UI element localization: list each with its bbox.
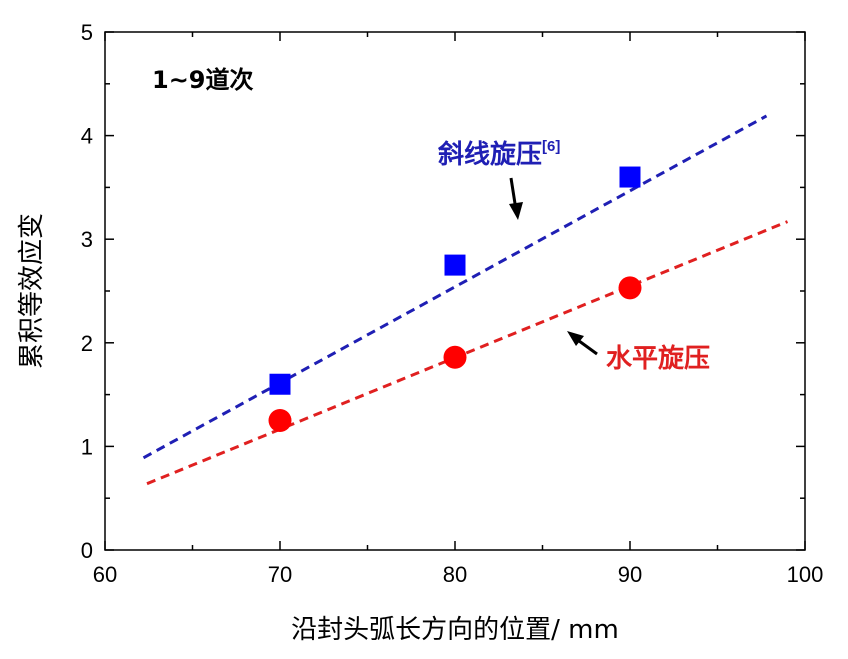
- x-axis-title: 沿封头弧长方向的位置/ mm: [291, 615, 619, 645]
- y-tick-label: 5: [81, 20, 93, 45]
- y-tick-label: 2: [81, 331, 93, 356]
- arrow-oblique: [509, 177, 523, 220]
- data-point-circle: [443, 345, 467, 369]
- arrow-horizontal: [567, 331, 598, 356]
- data-point-circle: [268, 409, 292, 432]
- tick-labels: 60 70 80 90 100 0 1 2 3 4 5: [81, 20, 824, 587]
- pass-range-label: 1~9道次: [152, 66, 254, 94]
- fit-line-series-1: [146, 220, 789, 486]
- x-tick-label: 70: [268, 562, 292, 587]
- series-label-oblique-main: 斜线旋压: [437, 140, 542, 170]
- x-tick-label: 100: [787, 562, 824, 587]
- y-tick-label: 3: [81, 227, 93, 252]
- data-point-circle: [618, 276, 642, 300]
- data-markers: [268, 166, 642, 432]
- data-point-square: [619, 166, 641, 188]
- data-point-square: [269, 373, 291, 395]
- y-tick-label: 4: [81, 124, 93, 149]
- y-axis-title: 累积等效应变: [17, 213, 47, 369]
- series-label-horizontal: 水平旋压: [606, 344, 710, 374]
- fit-line-series-0: [142, 114, 768, 460]
- fit-lines: [142, 114, 789, 486]
- y-tick-label: 0: [81, 538, 93, 563]
- x-tick-label: 80: [443, 562, 467, 587]
- y-tick-label: 1: [81, 434, 93, 459]
- x-tick-label: 60: [93, 562, 117, 587]
- plot-frame: [104, 31, 806, 551]
- x-tick-label: 90: [618, 562, 642, 587]
- series-label-oblique-sup: [6]: [542, 138, 560, 155]
- series-label-oblique: 斜线旋压[6]: [437, 138, 560, 170]
- data-point-square: [444, 254, 466, 276]
- axis-ticks: [104, 31, 806, 551]
